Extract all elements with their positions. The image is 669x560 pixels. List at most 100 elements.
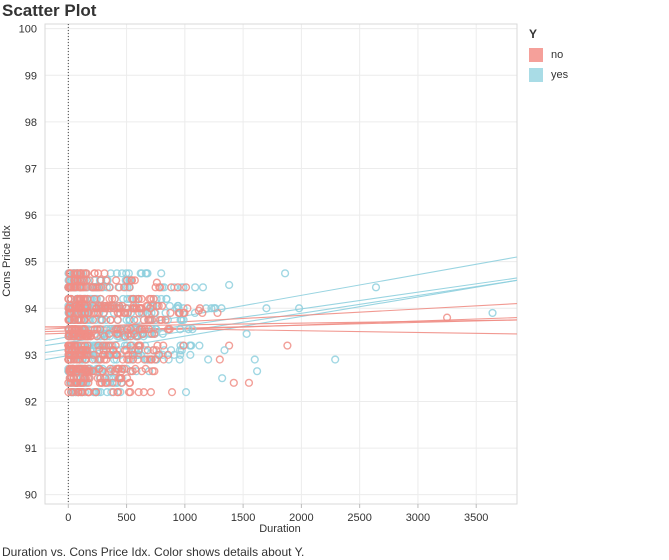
data-point-yes bbox=[158, 329, 167, 339]
data-point-no bbox=[77, 364, 86, 373]
data-point-no bbox=[96, 294, 105, 304]
data-point-no bbox=[83, 341, 92, 350]
chart-title: Scatter Plot bbox=[2, 1, 97, 20]
data-point-no bbox=[74, 364, 83, 373]
plot-area-border bbox=[44, 23, 518, 505]
data-point-yes bbox=[294, 304, 304, 313]
data-point-no bbox=[97, 315, 106, 325]
data-point-no bbox=[166, 308, 175, 318]
data-point-no bbox=[94, 364, 103, 373]
data-point-no bbox=[126, 325, 135, 334]
data-point-no bbox=[76, 294, 85, 304]
data-point-no bbox=[167, 388, 177, 397]
data-point-no bbox=[123, 276, 132, 285]
data-point-no bbox=[116, 325, 125, 334]
data-point-no bbox=[111, 325, 121, 334]
data-point-no bbox=[146, 388, 156, 397]
data-point-yes bbox=[488, 308, 497, 318]
data-point-yes bbox=[195, 341, 204, 350]
data-point-no bbox=[127, 276, 137, 285]
y-tick-label: 93 bbox=[25, 350, 37, 362]
y-tick-label: 98 bbox=[25, 117, 37, 129]
data-point-no bbox=[114, 364, 123, 373]
legend-label-yes: yes bbox=[551, 69, 569, 81]
data-point-no bbox=[147, 355, 156, 364]
chart-caption: Duration vs. Cons Price Idx. Color shows… bbox=[2, 545, 305, 559]
axes bbox=[44, 23, 518, 508]
data-point-no bbox=[118, 355, 127, 364]
data-point-no bbox=[119, 283, 129, 292]
data-point-yes bbox=[162, 294, 171, 304]
data-point-no bbox=[112, 276, 121, 285]
data-point-no bbox=[98, 341, 108, 350]
data-point-no bbox=[123, 308, 133, 318]
data-point-yes bbox=[136, 269, 145, 278]
y-axis-label: Cons Price Idx bbox=[1, 225, 13, 297]
data-point-yes bbox=[188, 325, 197, 334]
data-point-no bbox=[80, 341, 90, 350]
legend-item-yes[interactable]: yes bbox=[529, 65, 568, 85]
data-point-yes bbox=[220, 346, 229, 355]
data-point-no bbox=[174, 308, 183, 318]
y-tick-label: 92 bbox=[25, 396, 37, 408]
data-point-yes bbox=[217, 304, 226, 313]
data-point-no bbox=[99, 350, 108, 359]
data-point-no bbox=[157, 301, 167, 311]
data-point-no bbox=[100, 269, 109, 278]
data-point-no bbox=[442, 313, 452, 322]
data-point-yes bbox=[117, 269, 127, 278]
data-point-no bbox=[283, 341, 292, 350]
data-point-no bbox=[78, 325, 87, 334]
data-point-yes bbox=[142, 269, 151, 278]
data-point-no bbox=[155, 315, 165, 325]
x-tick-label: 2000 bbox=[289, 512, 313, 524]
data-point-yes bbox=[218, 374, 227, 383]
data-point-no bbox=[96, 276, 105, 285]
x-tick-label: 3500 bbox=[464, 512, 488, 524]
data-point-no bbox=[75, 269, 85, 278]
y-tick-label: 99 bbox=[25, 70, 37, 82]
data-point-yes bbox=[262, 304, 271, 313]
data-point-no bbox=[134, 294, 143, 304]
data-point-no bbox=[94, 301, 103, 311]
data-point-yes bbox=[177, 283, 186, 292]
data-point-yes bbox=[225, 280, 234, 290]
data-point-no bbox=[125, 283, 134, 292]
data-point-yes bbox=[176, 341, 185, 350]
trend-line-no bbox=[44, 303, 518, 330]
data-point-no bbox=[215, 355, 224, 364]
data-point-no bbox=[173, 283, 183, 292]
data-point-no bbox=[163, 350, 173, 359]
data-point-no bbox=[152, 346, 161, 355]
data-point-no bbox=[153, 341, 162, 350]
data-point-no bbox=[101, 341, 111, 350]
y-tick-label: 100 bbox=[19, 24, 37, 36]
data-point-no bbox=[124, 388, 134, 397]
data-point-yes bbox=[176, 325, 185, 334]
y-tick-label: 96 bbox=[25, 210, 37, 222]
data-point-no bbox=[140, 325, 149, 334]
data-point-no bbox=[118, 301, 127, 311]
legend-item-no[interactable]: no bbox=[529, 45, 568, 65]
data-point-no bbox=[229, 378, 238, 387]
data-point-yes bbox=[253, 367, 262, 376]
data-point-no bbox=[68, 364, 78, 373]
data-point-no bbox=[127, 346, 136, 355]
data-point-no bbox=[69, 341, 79, 350]
data-point-yes bbox=[158, 350, 167, 359]
data-point-no bbox=[75, 325, 84, 334]
data-point-yes bbox=[122, 341, 132, 350]
data-point-no bbox=[81, 346, 91, 355]
data-point-no bbox=[128, 350, 137, 359]
data-point-no bbox=[183, 304, 192, 313]
data-point-no bbox=[146, 294, 156, 304]
data-point-no bbox=[83, 388, 92, 397]
data-point-no bbox=[106, 341, 115, 350]
data-point-yes bbox=[175, 355, 184, 364]
data-point-no bbox=[147, 315, 157, 325]
y-tick-label: 97 bbox=[25, 163, 37, 175]
data-point-no bbox=[90, 269, 99, 278]
data-point-no bbox=[83, 350, 92, 359]
data-point-yes bbox=[96, 388, 105, 397]
